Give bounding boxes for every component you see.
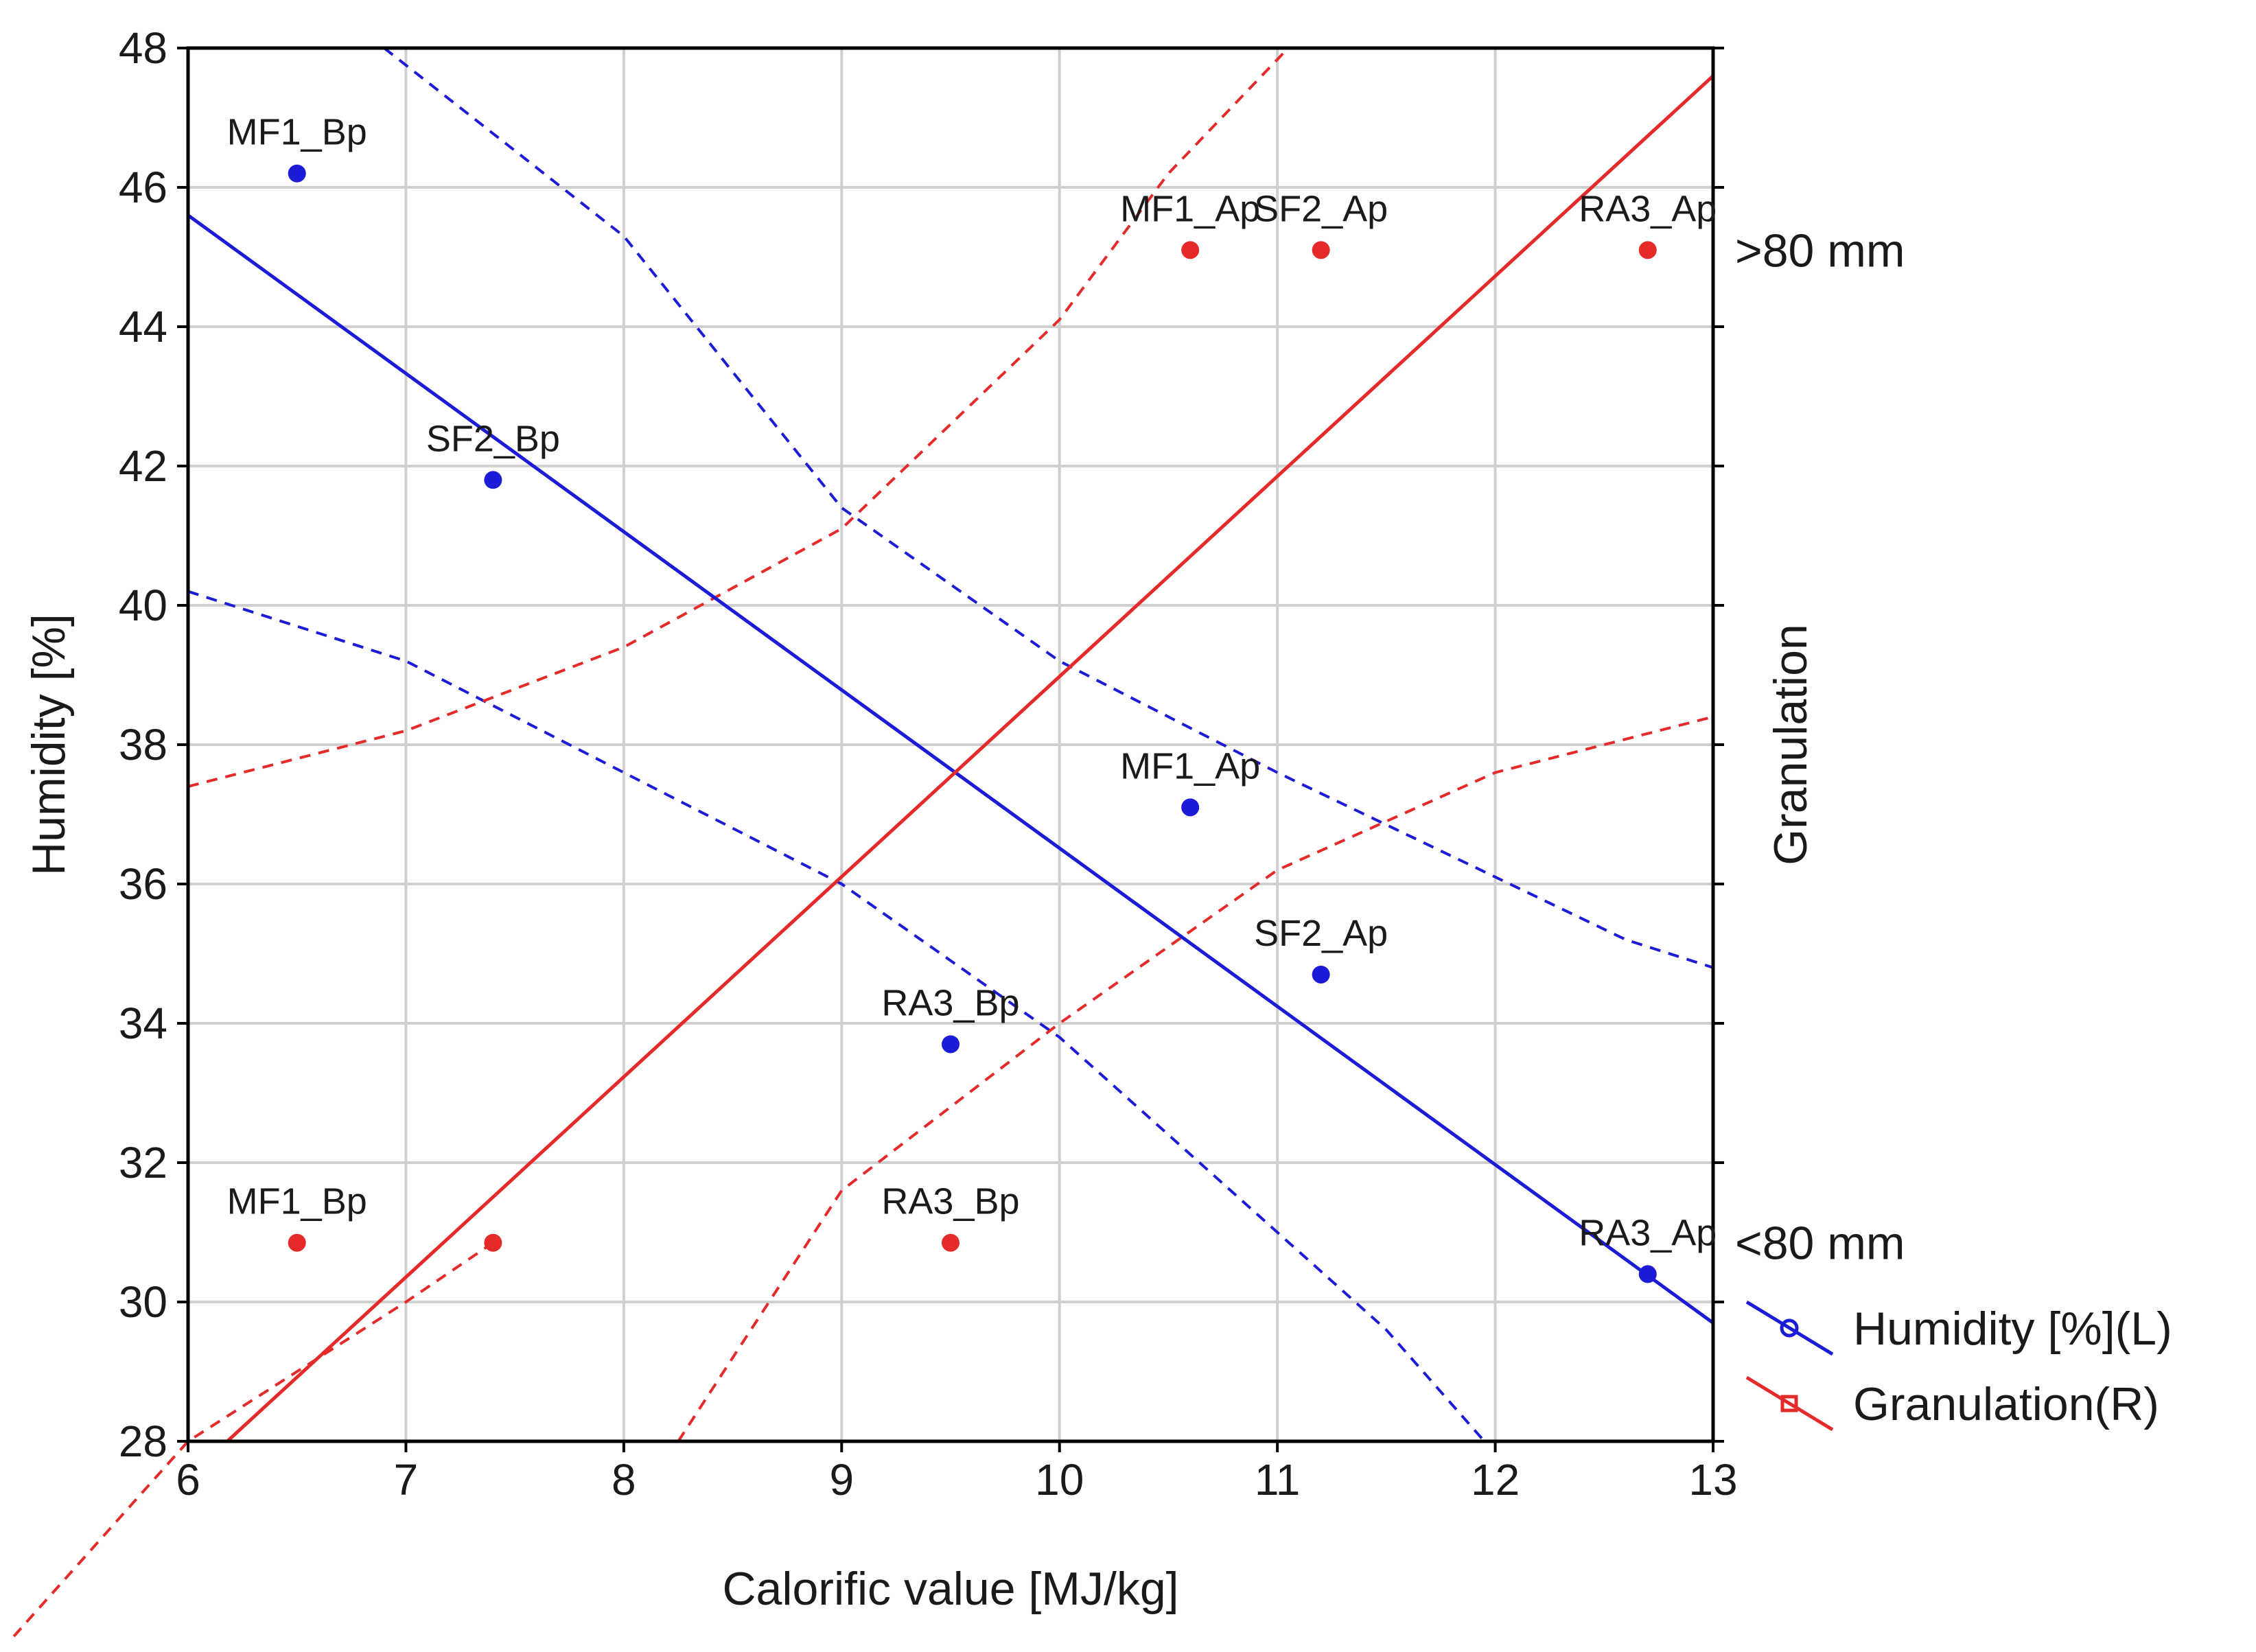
- legend-humidity-line: [1745, 1300, 1834, 1356]
- granulation-point-label: SF2_Ap: [1254, 188, 1388, 229]
- gridlines: [188, 48, 1713, 1441]
- y-tick-label: 42: [119, 441, 167, 491]
- y-tick-label: 46: [119, 163, 167, 212]
- granulation-ci-lower-extrapolated-band: [12, 1242, 494, 1638]
- granulation-point: [484, 1233, 502, 1252]
- humidity-point-label: MF1_Ap: [1120, 745, 1260, 787]
- y-tick-label: 40: [119, 581, 167, 630]
- y-tick-label: 36: [119, 859, 167, 909]
- y2-tick-label-low: <80 mm: [1735, 1218, 1905, 1270]
- y-tick-label: 30: [119, 1277, 167, 1327]
- humidity-point-label: RA3_Ap: [1579, 1212, 1717, 1253]
- legend-humidity-label: Humidity [%](L): [1853, 1303, 2172, 1355]
- axis-ticks: 6 7 8 9 10 11 12 13 28 30 32 34 36 38 40 42 44 46 48: [119, 23, 1738, 1504]
- legend: Humidity [%](L) Granulation(R): [1745, 1300, 2172, 1432]
- humidity-point: [1181, 798, 1200, 817]
- y-tick-label: 38: [119, 720, 167, 769]
- x-axis-title: Calorific value [MJ/kg]: [722, 1563, 1178, 1615]
- granulation-point-label: MF1_Bp: [227, 1181, 367, 1222]
- y-axis-title: Humidity [%]: [23, 614, 75, 876]
- x-tick-label: 7: [394, 1455, 419, 1504]
- granulation-point: [942, 1233, 960, 1252]
- y-tick-label: 32: [119, 1138, 167, 1187]
- legend-granulation-marker: [1780, 1395, 1798, 1412]
- humidity-point-label: MF1_Bp: [227, 112, 367, 153]
- humidity-point: [1312, 965, 1330, 984]
- x-tick-label: 10: [1035, 1455, 1084, 1504]
- granulation-point: [1638, 241, 1657, 259]
- y-tick-label: 44: [119, 302, 167, 351]
- granulation-ci-lower-band: [677, 715, 1714, 1443]
- humidity-fit-line: [187, 213, 1714, 1325]
- point-labels: MF1_BpSF2_BpMF1_ApSF2_ApRA3_BpRA3_ApMF1_…: [227, 112, 1717, 1254]
- humidity-point-label: SF2_Ap: [1254, 913, 1388, 954]
- y2-axis-title: Granulation: [1765, 624, 1817, 865]
- humidity-ci-lower-band: [187, 590, 1486, 1443]
- legend-granulation-label: Granulation(R): [1853, 1378, 2159, 1430]
- confidence-bands: [12, 47, 1714, 1638]
- x-tick-label: 13: [1688, 1455, 1737, 1504]
- data-points: [288, 164, 1657, 1283]
- humidity-point: [288, 164, 306, 183]
- legend-humidity-marker: [1780, 1318, 1799, 1338]
- humidity-point-label: SF2_Bp: [426, 418, 560, 459]
- legend-granulation-line: [1745, 1375, 1834, 1432]
- granulation-point: [288, 1233, 306, 1252]
- humidity-point: [484, 471, 502, 489]
- x-tick-label: 11: [1255, 1455, 1300, 1504]
- granulation-point-label: RA3_Bp: [881, 1181, 1019, 1222]
- x-tick-label: 8: [612, 1455, 636, 1504]
- humidity-point: [942, 1035, 960, 1054]
- regression-lines: [187, 74, 1714, 1443]
- x-tick-label: 6: [176, 1455, 200, 1504]
- y-tick-label: 48: [119, 23, 167, 73]
- x-tick-label: 12: [1471, 1455, 1520, 1504]
- granulation-point: [1312, 241, 1330, 259]
- y2-tick-label-high: >80 mm: [1735, 224, 1905, 277]
- y-tick-label: 28: [119, 1417, 167, 1466]
- humidity-point: [1638, 1265, 1657, 1283]
- granulation-point: [1181, 241, 1200, 259]
- humidity-point-label: RA3_Bp: [881, 982, 1019, 1023]
- humidity-ci-upper-band: [383, 47, 1714, 969]
- y-tick-label: 34: [119, 999, 167, 1048]
- granulation-point-label: MF1_Ap: [1120, 188, 1260, 229]
- x-tick-label: 9: [829, 1455, 854, 1504]
- granulation-fit-line: [226, 74, 1714, 1443]
- granulation-point-label: RA3_Ap: [1579, 188, 1717, 229]
